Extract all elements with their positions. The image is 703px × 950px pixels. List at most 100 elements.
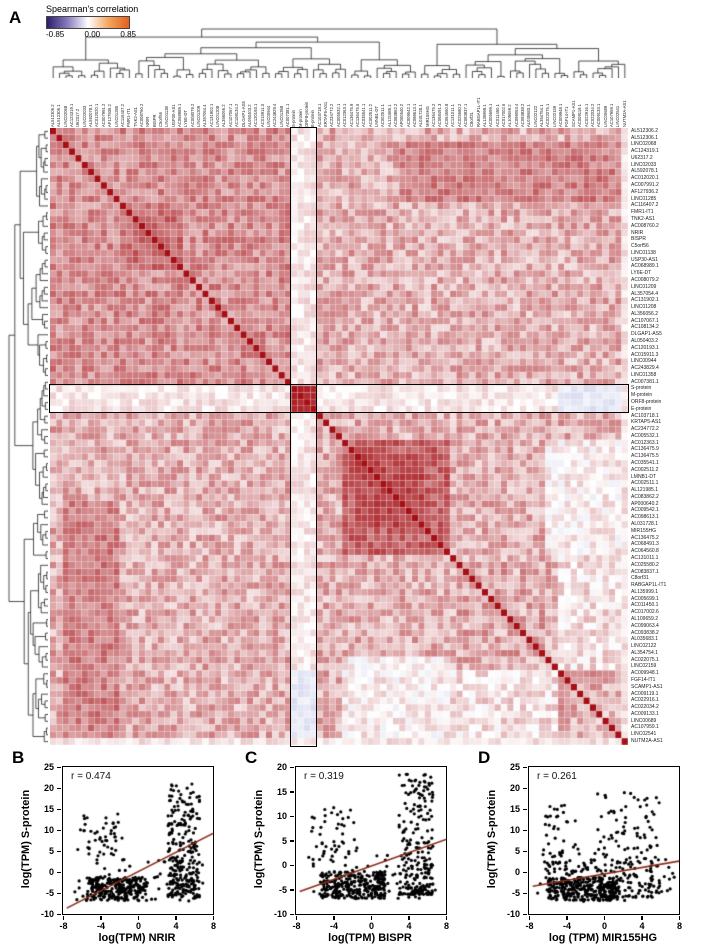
heatmap-row-label: AC064560.8 bbox=[631, 548, 659, 555]
heatmap-row-label: AL031728.1 bbox=[631, 521, 658, 528]
heatmap-row-label: LINC00944 bbox=[631, 358, 657, 365]
y-tick-label: 5 bbox=[514, 846, 520, 856]
x-tick-label: 4 bbox=[406, 921, 412, 931]
y-tick-label: -10 bbox=[40, 909, 54, 919]
y-tick bbox=[56, 787, 61, 790]
heatmap-col-label: LINC02541 bbox=[615, 105, 621, 127]
panel-b-scatter-canvas bbox=[63, 767, 213, 914]
heatmap-row-label: LINC01138 bbox=[631, 249, 656, 256]
heatmap-col-label: AC009133.1 bbox=[596, 103, 602, 127]
x-tick bbox=[212, 916, 215, 920]
y-tick-label: 0 bbox=[48, 867, 54, 877]
heatmap-row-label: AC017002.6 bbox=[631, 609, 659, 616]
heatmap-row-label: AC035541.1 bbox=[631, 460, 659, 467]
y-tick-label: 15 bbox=[509, 804, 520, 814]
heatmap-row-label: KRTAP5-AS1 bbox=[631, 419, 662, 426]
panel-d-scatter-canvas bbox=[529, 767, 679, 914]
heatmap-row-label: C5orf56 bbox=[631, 243, 649, 250]
x-tick bbox=[408, 916, 410, 920]
heatmap-row-label: AC005699.1 bbox=[631, 595, 659, 602]
y-tick bbox=[56, 766, 61, 769]
heatmap-col-label: AL357054.4 bbox=[202, 104, 208, 127]
heatmap-row-label: LMNB1-DT bbox=[631, 473, 657, 480]
heatmap-row-label: AC008079.2 bbox=[631, 276, 659, 283]
heatmap-row-label: LINC01208 bbox=[631, 304, 657, 311]
x-tick-label: -8 bbox=[59, 921, 68, 931]
heatmap-col-label: AC005699.1 bbox=[488, 103, 494, 127]
heatmap-col-label: C8orf31 bbox=[469, 112, 475, 127]
x-tick bbox=[333, 916, 335, 920]
heatmap-row-label: AC098613.1 bbox=[631, 514, 659, 521]
heatmap-row-label: AC243829.4 bbox=[631, 365, 659, 372]
x-tick bbox=[62, 916, 65, 920]
y-tick-label: 20 bbox=[43, 783, 54, 793]
x-tick bbox=[528, 916, 531, 920]
panel-c-r-value: r = 0.319 bbox=[304, 771, 344, 782]
heatmap-row-label: AC012363.1 bbox=[631, 439, 659, 446]
y-tick bbox=[522, 766, 527, 769]
heatmap-col-label: AC022916.1 bbox=[583, 103, 589, 127]
heatmap-col-label: AC002511.2 bbox=[367, 104, 373, 127]
heatmap-row-label: AC002511.2 bbox=[631, 466, 659, 473]
heatmap-row-label: AC136475.5 bbox=[631, 453, 659, 460]
heatmap-row-label: TNK2-AS1 bbox=[631, 215, 655, 222]
heatmap-row-label: AF127936.2 bbox=[631, 188, 659, 195]
heatmap-col-label: AC243829.4 bbox=[272, 103, 278, 127]
x-tick bbox=[445, 916, 448, 920]
y-tick bbox=[522, 850, 527, 853]
y-tick-label: 20 bbox=[509, 783, 520, 793]
y-tick-label: 20 bbox=[276, 762, 287, 772]
heatmap-row-label: AC012020.1 bbox=[631, 175, 659, 182]
y-tick-label: -10 bbox=[506, 909, 520, 919]
panel-b-r-value: r = 0.474 bbox=[71, 771, 111, 782]
heatmap-row-label: AC136475.2 bbox=[631, 534, 659, 541]
heatmap-row-label: AC083862.2 bbox=[631, 493, 659, 500]
heatmap-row-label: LINC01285 bbox=[631, 195, 657, 202]
heatmap-row-label: AC116407.2 bbox=[631, 202, 659, 209]
y-tick-label: 25 bbox=[43, 762, 54, 772]
y-tick bbox=[56, 913, 61, 916]
heatmap-col-label: AF127936.2 bbox=[107, 104, 113, 127]
x-tick-label: 4 bbox=[173, 921, 179, 931]
heatmap-row-label: AC007381.1 bbox=[631, 378, 659, 385]
heatmap-col-label: AC120193.1 bbox=[253, 103, 259, 127]
y-tick bbox=[522, 892, 527, 895]
panel-b-plot: r = 0.474 bbox=[62, 766, 214, 915]
heatmap-col-label: AC136475.9 bbox=[348, 103, 354, 127]
y-tick-label: 0 bbox=[514, 867, 520, 877]
heatmap-row-label: DLGAP1-AS5 bbox=[631, 331, 662, 338]
heatmap-row-label: AC107067.1 bbox=[631, 317, 659, 324]
x-tick-label: 4 bbox=[639, 921, 645, 931]
heatmap-row-label: LINC02541 bbox=[631, 731, 657, 738]
heatmap-row-label: AC015911.3 bbox=[631, 351, 659, 358]
colorbar-title: Spearman's correlation bbox=[46, 4, 139, 14]
correlation-heatmap bbox=[50, 128, 628, 745]
heatmap-row-label: AL354754.1 bbox=[631, 649, 658, 656]
x-tick-label: 0 bbox=[368, 921, 374, 931]
heatmap-row-label: C8orf31 bbox=[631, 575, 649, 582]
y-tick bbox=[56, 829, 61, 832]
heatmap-col-label: AC009119.1 bbox=[577, 104, 583, 127]
heatmap-col-label: LINC00689 bbox=[602, 105, 608, 127]
heatmap-col-label: AL035683.1 bbox=[526, 104, 532, 127]
y-tick bbox=[522, 913, 527, 916]
y-tick bbox=[56, 850, 61, 853]
heatmap-row-label: AC025580.2 bbox=[631, 561, 659, 568]
heatmap-row-labels: AL512306.2 AL512306.1 LINC02068 AC124319.1 U… bbox=[631, 128, 701, 748]
heatmap-row-label: AC103718.1 bbox=[631, 412, 659, 419]
heatmap-row-label: NRIR bbox=[631, 229, 644, 236]
heatmap-row-label: LINC01358 bbox=[631, 371, 657, 378]
x-tick bbox=[603, 916, 606, 920]
panel-c-label: C bbox=[245, 748, 258, 767]
top-dendrogram bbox=[50, 26, 628, 78]
heatmap-row-label: AC022075.1 bbox=[631, 656, 659, 663]
heatmap-row-label: AC124319.1 bbox=[631, 148, 659, 155]
heatmap-col-label: AC012020.1 bbox=[94, 103, 100, 127]
y-tick-label: 0 bbox=[281, 860, 287, 870]
left-dendrogram bbox=[6, 128, 48, 745]
heatmap-row-label: LINC02033 bbox=[631, 161, 657, 168]
x-tick bbox=[566, 916, 568, 920]
heatmap-col-label: AC234772.2 bbox=[329, 103, 335, 127]
heatmap-row-label: NUTM2A-AS1 bbox=[631, 738, 663, 745]
y-tick bbox=[289, 889, 294, 891]
